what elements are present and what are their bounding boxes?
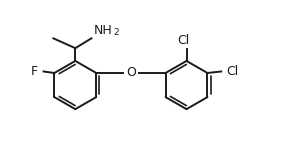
Text: Cl: Cl — [226, 65, 239, 78]
Text: F: F — [31, 65, 38, 78]
Text: Cl: Cl — [178, 34, 190, 47]
Text: NH: NH — [94, 24, 113, 36]
Text: 2: 2 — [114, 28, 119, 37]
Text: O: O — [126, 66, 136, 79]
